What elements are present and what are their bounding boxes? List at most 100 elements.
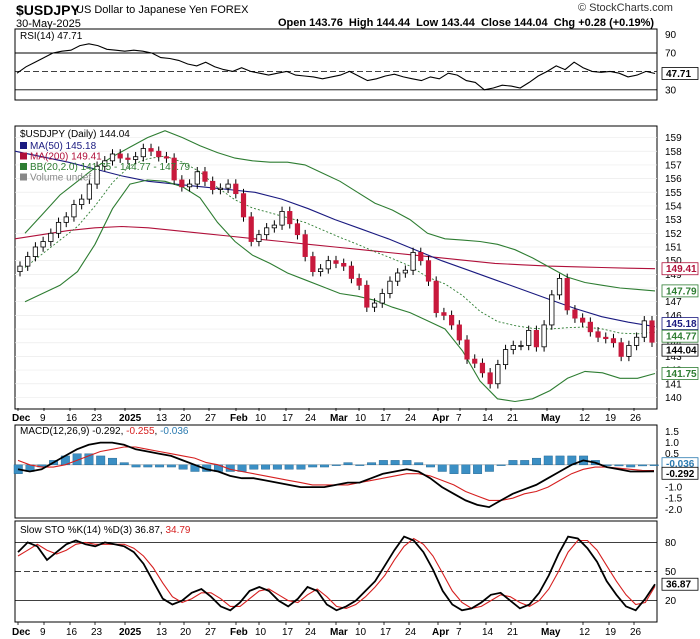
x-axis-label: 7 [456, 627, 462, 638]
bb-upper-line [24, 130, 656, 292]
candle-body [441, 312, 447, 316]
candle-body [333, 260, 339, 264]
macd-hist-bar [155, 464, 165, 468]
candle-body [633, 336, 640, 346]
price-tick-label: 157 [665, 160, 682, 171]
macd-hist-bar [343, 462, 353, 466]
x-axis-label: 12 [579, 627, 591, 638]
candle-body [317, 268, 324, 273]
price-tick-label: 144 [665, 338, 682, 349]
x-axis-label: 26 [630, 627, 642, 638]
price-right-label-box [661, 329, 699, 343]
candle-body [32, 246, 39, 257]
x-axis-label: 7 [456, 413, 462, 424]
price-tick-label: 158 [665, 147, 682, 158]
candle-body [148, 148, 154, 152]
ma50-line [14, 150, 656, 328]
sto-last-value-box [661, 577, 699, 591]
x-axis-label: 19 [605, 627, 617, 638]
macd-hist-bar [84, 453, 94, 466]
candle-body [225, 183, 231, 189]
macd-title-hist: -0.036 [160, 426, 189, 437]
rsi-last-label: 47.71 [661, 67, 699, 80]
legend-label: BB(20,2.0) 141.75 - 144.77 - 147.79 [30, 162, 191, 173]
macd-hist-bar [484, 464, 494, 472]
candle-body [549, 294, 555, 326]
macd-hist-bar [649, 464, 659, 466]
chart-date: 30-May-2025 [16, 18, 81, 30]
macd-hist-bar [284, 464, 294, 470]
macd-hist-bar [119, 462, 129, 466]
price-tick-label: 147 [665, 297, 682, 308]
x-axis-label: 10 [255, 627, 267, 638]
legend-swatch [20, 163, 27, 170]
macd-hist-bar [461, 464, 471, 474]
rsi-frame [14, 28, 658, 101]
candle-body [302, 234, 308, 257]
x-axis-label: 2025 [119, 413, 142, 424]
candle-body [194, 171, 200, 185]
candle-body [595, 331, 601, 338]
candle-body [240, 193, 247, 218]
candle-body [526, 330, 532, 346]
macd-tick-label: 1.5 [665, 427, 679, 438]
candle-body [487, 372, 493, 385]
price-title: $USDJPY (Daily) 144.04 [20, 129, 130, 140]
macd-hist-bar [143, 464, 153, 468]
x-axis-label: 24 [405, 627, 417, 638]
candle-body [94, 165, 100, 185]
macd-hist-bar [638, 464, 647, 467]
macd-hist-bar [543, 455, 553, 466]
macd-hist-bar [555, 455, 565, 466]
candle-body [109, 153, 116, 162]
sto-title: Slow STO %K(14) %D(3) 36.87, 34.79 [20, 525, 191, 536]
x-axis-label: Feb [230, 627, 248, 638]
x-axis-label: 16 [66, 413, 78, 424]
price-tick-label: 140 [665, 393, 682, 404]
macd-hist-bar [426, 464, 435, 468]
symbol: $USDJPY [16, 2, 80, 18]
x-axis-label: 21 [507, 413, 519, 424]
candle-body [248, 216, 254, 242]
macd-hist-bar [367, 462, 377, 466]
sto-d-line [17, 537, 656, 609]
candle-body [533, 330, 539, 348]
macd-hist-bar [261, 464, 271, 470]
candle-body [140, 148, 146, 158]
sto-panel: 80 50 20 36.87 Slow STO %K(14) %D(3) 36.87… [14, 520, 699, 623]
candle-body [171, 157, 177, 181]
legend-label: Volume undef [30, 173, 91, 184]
rsi-last-value: 47.71 [666, 69, 691, 80]
candle-body [356, 278, 362, 286]
macd-hist-bar [308, 464, 318, 468]
candle-body [580, 317, 586, 323]
x-axis-label: 10 [355, 627, 367, 638]
price-tick-label: 146 [665, 311, 682, 322]
price-right-label-box [661, 367, 699, 380]
candle-body [17, 265, 23, 273]
candle-body [541, 324, 547, 348]
macd-tick-label: -1.0 [665, 483, 683, 494]
macd-right-label-box [661, 466, 699, 480]
candle-body [287, 211, 293, 225]
x-axis-label: May [541, 413, 561, 424]
sto-last-label: 36.87 [661, 577, 699, 591]
x-axis-label: 27 [205, 627, 217, 638]
macd-hist-bar [520, 460, 530, 466]
price-tick-label: 154 [665, 201, 682, 212]
x-axis-bottom: Dec 9 16 23 2025 13 20 27 Feb 10 17 24 Mar 10 17 24 Apr 7… [12, 622, 642, 638]
rsi-panel: RSI(14) 47.71 90705030 47.71 [14, 28, 699, 101]
price-right-label: 144.77 [666, 332, 697, 343]
candle-body [572, 309, 578, 319]
rsi-title: RSI(14) 47.71 [20, 31, 83, 42]
macd-title-macd: -0.292 [92, 426, 121, 437]
macd-hist-bar [414, 462, 424, 466]
x-axis-label: 21 [507, 627, 519, 638]
candle-body [649, 320, 655, 343]
candle-body [156, 150, 162, 158]
x-axis-label: Feb [230, 413, 248, 424]
candle-body [48, 232, 54, 242]
candle-body [86, 183, 92, 200]
legend-label: MA(50) 145.18 [30, 141, 97, 152]
rsi-levels [15, 52, 657, 91]
